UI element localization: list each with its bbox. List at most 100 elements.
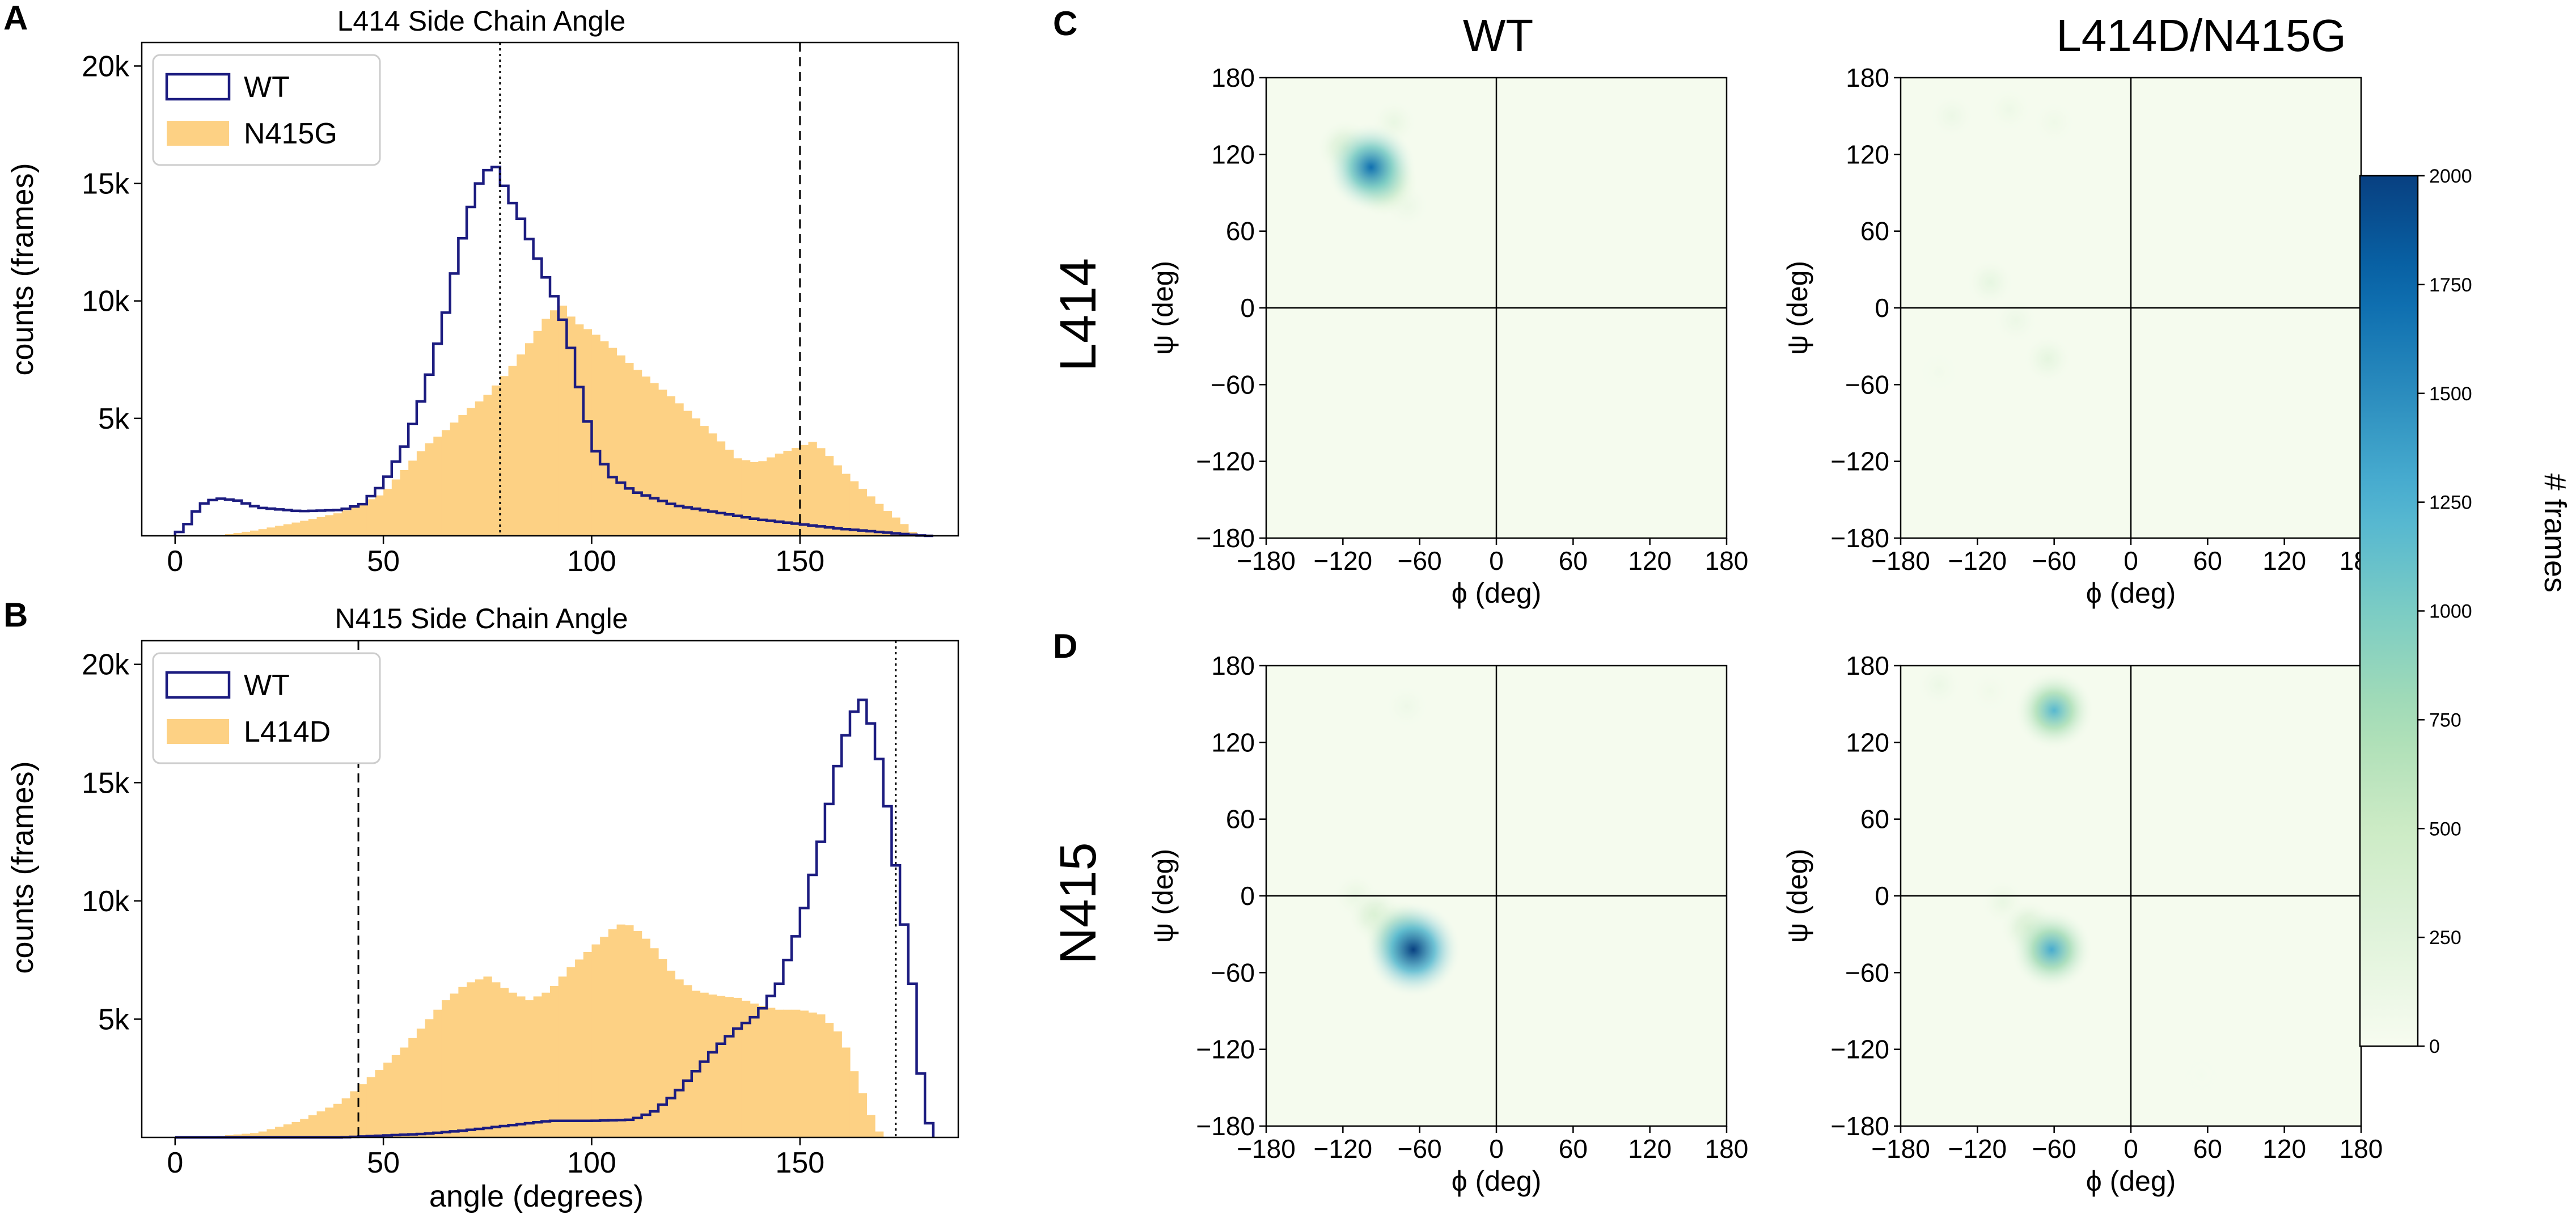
histogram-bar	[467, 982, 476, 1137]
histogram-bar	[775, 1009, 784, 1137]
histogram-bar	[458, 415, 467, 536]
x-axis-label: ϕ (deg)	[1452, 577, 1542, 609]
histogram-bar	[300, 521, 309, 536]
histogram-l414: L414 Side Chain Angle counts (frames) 0 5…	[6, 5, 959, 578]
histogram-bar	[808, 1012, 817, 1137]
histogram-bar	[350, 506, 359, 536]
y-tick-label: −60	[1845, 370, 1889, 399]
ramachandran-heatmaps: −180 180 −120 120 −60 60 0 0 60 −60 120 −120 180 −180…	[1147, 63, 2383, 1197]
histogram-step-wt	[175, 699, 935, 1139]
histogram-bar	[700, 426, 709, 536]
density-hotspot	[1989, 88, 2031, 131]
x-axis-label: ϕ (deg)	[2086, 577, 2176, 609]
chart-title: L414 Side Chain Angle	[337, 5, 626, 37]
y-tick-label: 5k	[98, 403, 130, 435]
histogram-step-wt	[174, 166, 933, 538]
x-tick-label: 100	[567, 545, 616, 578]
row-label-l414: L414	[1050, 258, 1107, 371]
histogram-bar	[400, 470, 409, 536]
histogram-bar	[242, 531, 251, 536]
histogram-bar	[583, 951, 593, 1137]
x-axis-label: ϕ (deg)	[2086, 1165, 2176, 1197]
row-label-n415: N415	[1050, 842, 1107, 964]
legend-label-mutant: L414D	[244, 716, 331, 748]
y-tick-label: 180	[1846, 63, 1889, 92]
histogram-bar	[608, 348, 617, 536]
density-hotspot	[1994, 299, 2037, 342]
histogram-n415g	[217, 306, 917, 536]
x-tick-label: −120	[1948, 546, 2007, 576]
x-tick-label: 50	[367, 545, 400, 578]
histogram-bar	[625, 363, 634, 536]
histogram-bar	[308, 519, 318, 536]
colorbar-tick-label: 1500	[2429, 383, 2472, 405]
x-tick-label: 180	[1705, 1134, 1749, 1163]
histogram-bar	[391, 1055, 401, 1137]
histogram-bar	[475, 979, 484, 1137]
histogram-bar	[333, 1103, 342, 1137]
column-title-wt: WT	[1463, 10, 1533, 61]
y-tick-label: 10k	[82, 885, 130, 918]
histogram-bar	[450, 422, 459, 536]
histogram-bar	[375, 495, 384, 536]
legend-label-wt: WT	[244, 71, 290, 104]
histogram-bar	[849, 481, 859, 536]
histogram-bar	[383, 489, 392, 536]
histogram-bar	[408, 1038, 417, 1137]
histogram-bar	[291, 1122, 301, 1137]
x-tick-label: 0	[2124, 1134, 2138, 1163]
histogram-bar	[591, 335, 600, 536]
histogram-bar	[517, 354, 526, 536]
histogram-bar	[741, 1000, 751, 1137]
y-tick-label: 0	[1875, 293, 1889, 323]
histogram-bar	[358, 1084, 367, 1137]
x-tick-label: 60	[2193, 1134, 2222, 1163]
histogram-bar	[792, 448, 801, 536]
x-tick-label: 120	[2262, 1134, 2306, 1163]
histogram-bar	[591, 944, 600, 1137]
histogram-bar	[725, 450, 734, 536]
y-tick-label: 60	[1860, 805, 1889, 834]
histogram-bar	[258, 1131, 268, 1137]
histogram-bar	[691, 991, 701, 1137]
histogram-bar	[341, 1098, 350, 1137]
histogram-bar	[383, 1063, 392, 1137]
y-tick-label: 120	[1846, 139, 1889, 169]
y-tick-label: −120	[1196, 447, 1255, 476]
histogram-bar	[683, 411, 692, 536]
x-tick-label: 60	[1559, 1134, 1588, 1163]
histogram-bar	[633, 370, 642, 536]
histogram-bar	[675, 403, 684, 536]
histogram-bar	[600, 937, 609, 1137]
histogram-bar	[833, 465, 842, 536]
x-tick-label: −120	[1314, 1134, 1373, 1163]
histogram-bar	[450, 993, 459, 1137]
density-hotspot	[1365, 902, 1461, 998]
x-tick-label: 150	[775, 1146, 824, 1179]
histogram-bar	[783, 1009, 792, 1137]
density-hotspot	[1386, 686, 1428, 727]
x-tick-label: 50	[367, 1146, 400, 1179]
y-tick-label: 20k	[82, 649, 130, 682]
histogram-bar	[758, 1006, 767, 1137]
histogram-bar	[366, 1077, 376, 1137]
x-tick-label: 150	[775, 545, 824, 578]
histogram-bar	[467, 408, 476, 536]
histogram-bar	[849, 1071, 859, 1137]
y-tick-label: 15k	[82, 168, 130, 201]
colorbar-tick-label: 750	[2429, 709, 2461, 731]
histogram-bar	[250, 1133, 259, 1137]
colorbar-tick-label: 500	[2429, 818, 2461, 840]
density-hotspot	[1326, 122, 1416, 213]
panel-letter-a: A	[3, 0, 28, 37]
colorbar-tick-label: 1000	[2429, 601, 2472, 623]
histogram-bar	[316, 517, 325, 536]
y-tick-label: −60	[1211, 370, 1255, 399]
histogram-bar	[866, 1115, 875, 1137]
heatmap-density	[1317, 100, 1428, 227]
histogram-bar	[758, 461, 767, 536]
histogram-bar	[233, 1134, 242, 1137]
histogram-bar	[283, 524, 293, 536]
x-tick-label: 60	[1559, 546, 1588, 576]
